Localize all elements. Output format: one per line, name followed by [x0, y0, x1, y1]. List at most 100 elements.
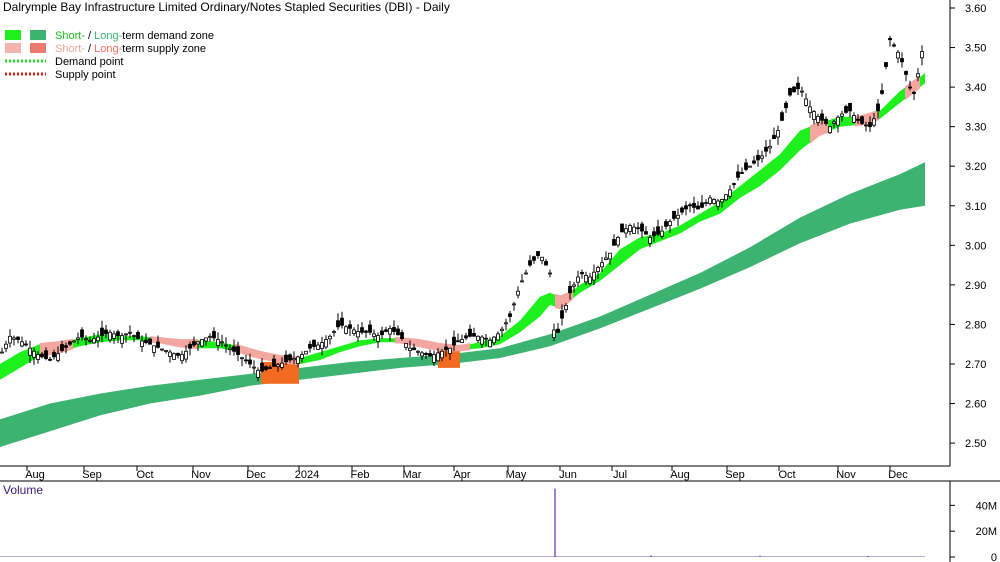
price-bar-body: [468, 328, 472, 337]
time-tick-label: Nov: [836, 469, 856, 481]
price-bar-body: [832, 121, 836, 124]
price-bar-body: [320, 342, 324, 349]
price-tick-label: 3.30: [965, 122, 986, 134]
price-bar-body: [372, 333, 376, 337]
price-bar-body: [744, 162, 748, 170]
legend-long-demand-swatch: [30, 30, 46, 40]
price-bar-body: [816, 116, 820, 123]
price-bar-body: [272, 358, 276, 367]
price-bar-body: [536, 251, 540, 256]
price-bar-body: [384, 329, 388, 332]
price-bar-body: [752, 160, 756, 164]
price-bar-body: [788, 88, 792, 96]
price-bar-body: [720, 198, 724, 203]
price-bar-body: [664, 221, 668, 227]
price-bar-body: [60, 344, 64, 351]
legend-text-part: term demand zone: [122, 30, 214, 42]
price-tick-label: 3.10: [965, 201, 986, 213]
legend-text-part: Long-: [94, 30, 122, 42]
price-bar-body: [404, 342, 408, 348]
price-bar-body: [224, 344, 228, 347]
price-bar-body: [232, 346, 236, 352]
chart-title: Dalrymple Bay Infrastructure Limited Ord…: [3, 0, 450, 14]
price-bar-body: [364, 330, 368, 333]
price-bar-body: [800, 90, 804, 93]
price-bar-body: [432, 354, 436, 363]
price-bar-body: [532, 256, 536, 261]
legend-text-part: /: [85, 43, 94, 55]
price-bar-body: [624, 228, 628, 234]
price-bar-body: [668, 221, 672, 227]
price-bar-body: [876, 103, 880, 112]
time-tick-label: Oct: [778, 469, 795, 481]
time-tick-label: Feb: [351, 469, 370, 481]
price-bar-body: [500, 328, 504, 332]
price-bar-body: [688, 204, 692, 207]
short-term-supply-segment: [810, 119, 828, 144]
price-bar-body: [52, 352, 56, 358]
price-tick-label: 3.60: [965, 3, 986, 15]
price-bar-body: [452, 336, 456, 346]
price-bar-body: [868, 122, 872, 128]
price-bar-body: [412, 347, 416, 351]
price-bar-body: [608, 252, 612, 260]
volume-baseline-bars: [0, 556, 925, 557]
price-bar-body: [336, 320, 340, 328]
price-bar-body: [236, 346, 240, 355]
price-bar-body: [588, 276, 592, 284]
price-bar-body: [152, 345, 156, 353]
price-bar-body: [572, 284, 576, 287]
price-bar-body: [136, 331, 140, 340]
price-bar-body: [328, 335, 332, 340]
price-bar-body: [68, 341, 72, 345]
price-bar-body: [264, 366, 268, 370]
price-bar-body: [268, 367, 272, 369]
price-bar-body: [456, 340, 460, 343]
price-bar-body: [396, 328, 400, 336]
price-bar-body: [416, 350, 420, 353]
price-bar-body: [420, 352, 424, 357]
price-bar-body: [848, 103, 852, 112]
price-bar-body: [892, 44, 896, 47]
price-bar-body: [808, 106, 812, 114]
price-tick-label: 2.60: [965, 399, 986, 411]
price-bar-body: [324, 339, 328, 348]
legend-short-demand-swatch: [5, 30, 21, 40]
time-axis-ticks: Aug Sep Oct Nov Dec 2024 Feb Mar Apr May Jun Jul Aug…: [25, 466, 908, 481]
price-bar-body: [444, 346, 448, 351]
price-bar-body: [168, 351, 172, 357]
price-tick-label: 2.90: [965, 280, 986, 292]
price-bar-body: [288, 354, 292, 361]
time-tick-label: 2024: [295, 469, 319, 481]
legend-text-part: Short-: [55, 30, 85, 42]
price-bar-body: [72, 340, 76, 343]
price-bar-body: [112, 333, 116, 339]
price-bar-body: [348, 324, 352, 329]
price-bar-body: [192, 341, 196, 346]
legend-demand-zone-label: Short- / Long-term demand zone: [55, 30, 214, 42]
price-bar-body: [120, 335, 124, 344]
price-bar-body: [284, 354, 288, 363]
price-bar-body: [636, 227, 640, 230]
price-bar-body: [772, 134, 776, 140]
price-bar-body: [76, 337, 80, 340]
price-bar-body: [56, 353, 60, 361]
price-bar-body: [228, 347, 232, 350]
price-bar-body: [728, 189, 732, 197]
price-bar-body: [308, 343, 312, 349]
price-bar-body: [368, 324, 372, 333]
price-bar-body: [8, 335, 12, 344]
time-tick-label: Sep: [725, 469, 745, 481]
price-bar-body: [544, 261, 548, 266]
price-bar-body: [100, 327, 104, 336]
short-term-supply-segment: [905, 75, 920, 101]
price-bar-body: [464, 335, 468, 339]
price-bar-body: [756, 154, 760, 161]
price-bar-body: [32, 350, 36, 358]
price-bar-body: [496, 333, 500, 341]
price-bar-body: [304, 350, 308, 355]
price-bar-body: [400, 332, 404, 339]
price-bar-body: [460, 339, 464, 343]
legend-text-part: Demand point: [55, 56, 124, 68]
price-bar-body: [540, 256, 544, 262]
